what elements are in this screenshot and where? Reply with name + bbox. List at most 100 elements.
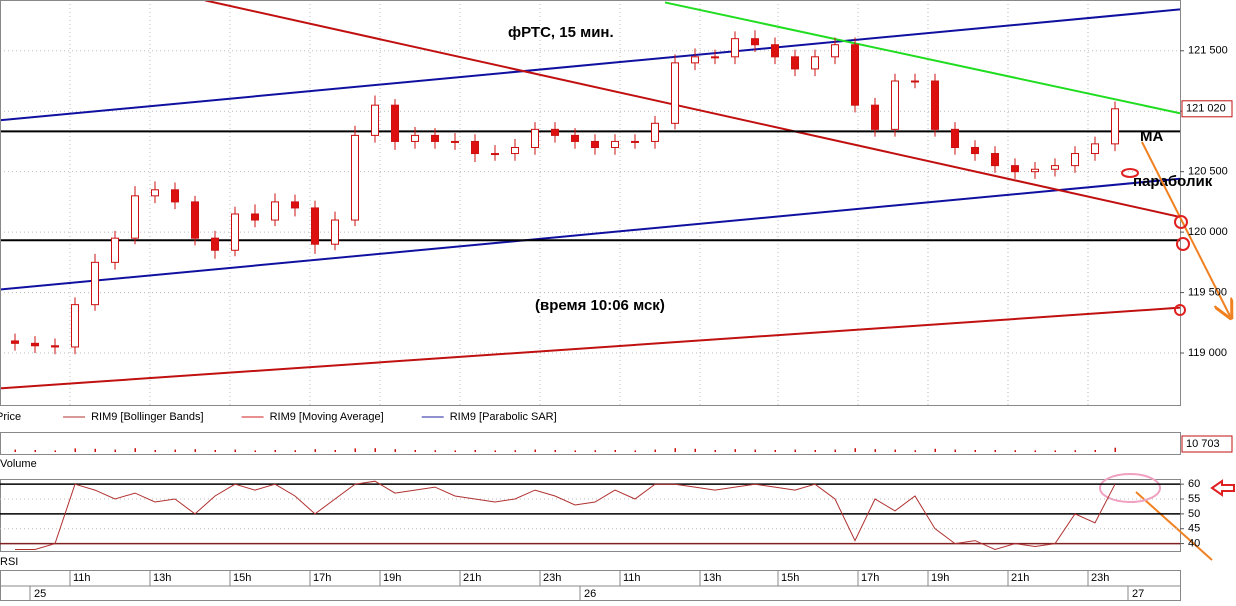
candle-body	[851, 44, 859, 106]
volume-bar	[654, 449, 656, 452]
volume-bar	[1014, 450, 1016, 452]
y-tick-label: 120 500	[1188, 166, 1228, 178]
candle-body	[971, 146, 979, 155]
arrow	[1141, 141, 1230, 316]
volume-bar	[934, 448, 936, 452]
volume-bar	[714, 450, 716, 452]
candle-body	[291, 201, 299, 209]
panel-label: RSI	[0, 556, 18, 568]
candle-body	[91, 261, 99, 306]
volume-bar	[74, 448, 76, 452]
volume-bar	[994, 450, 996, 452]
volume-bar	[194, 449, 196, 452]
y-tick-label: 60	[1188, 478, 1200, 490]
candle-body	[611, 140, 619, 148]
volume-bar	[114, 449, 116, 452]
volume-bar	[154, 450, 156, 452]
candle-body	[111, 237, 119, 263]
volume-bar	[594, 450, 596, 452]
candle-body	[871, 104, 879, 130]
volume-bar	[494, 450, 496, 452]
candle-body	[1031, 168, 1039, 173]
candle-body	[551, 128, 559, 136]
x-tick-label: 13h	[153, 572, 171, 584]
volume-bar	[434, 450, 436, 452]
panel-label: Volume	[0, 458, 37, 470]
volume-bar	[514, 450, 516, 452]
volume-bar	[34, 450, 36, 452]
candle-body	[751, 38, 759, 46]
last-value-label: 10 703	[1186, 438, 1220, 450]
candle-body	[251, 213, 259, 221]
volume-bar	[854, 448, 856, 452]
volume-bar	[1054, 450, 1056, 452]
volume-bar	[674, 448, 676, 452]
volume-bar	[554, 450, 556, 452]
volume-bar	[94, 448, 96, 452]
volume-bar	[534, 449, 536, 452]
candle-body	[791, 56, 799, 70]
volume-bar	[954, 449, 956, 452]
x-tick-label: 25	[34, 588, 46, 600]
candle-body	[211, 237, 219, 251]
candle-body	[1111, 108, 1119, 145]
volume-bar	[174, 449, 176, 452]
candle-body	[711, 56, 719, 59]
volume-bar	[354, 448, 356, 452]
candle-body	[391, 104, 399, 142]
candle-body	[11, 340, 19, 344]
candle-body	[811, 56, 819, 70]
annotation: (время 10:06 мск)	[535, 297, 665, 314]
x-tick-label: 17h	[861, 572, 879, 584]
x-tick-label: 17h	[313, 572, 331, 584]
volume-bar	[294, 450, 296, 452]
candle-body	[31, 342, 39, 347]
volume-bar	[1094, 450, 1096, 452]
candle-body	[951, 128, 959, 148]
candle-body	[691, 56, 699, 64]
candle-body	[731, 38, 739, 58]
volume-frame	[0, 432, 1181, 455]
x-tick-label: 11h	[623, 572, 641, 584]
y-tick-label: 119 000	[1188, 347, 1227, 359]
x-tick-label: 15h	[781, 572, 799, 584]
candle-body	[531, 128, 539, 148]
legend-label: RIM9 [Bollinger Bands]	[91, 411, 204, 423]
candle-body	[491, 153, 499, 156]
candle-body	[1051, 165, 1059, 170]
last-value-box	[1181, 435, 1233, 453]
candle-body	[931, 80, 939, 130]
x-tick-label: 26	[584, 588, 596, 600]
volume-bar	[974, 450, 976, 452]
x-tick-label: 27	[1132, 588, 1144, 600]
volume-bar	[614, 450, 616, 452]
volume-bar	[454, 450, 456, 452]
legend-label: Price	[0, 411, 21, 423]
volume-bar	[474, 450, 476, 452]
candle-body	[891, 80, 899, 130]
rsi-frame	[0, 479, 1181, 552]
volume-bar	[394, 449, 396, 452]
volume-bar	[914, 450, 916, 452]
candle-body	[171, 189, 179, 203]
trend-line	[0, 306, 1180, 390]
candle-body	[1071, 153, 1079, 167]
candle-body	[831, 44, 839, 58]
circle-marker	[1176, 237, 1190, 251]
trend-line	[0, 177, 1180, 291]
rsi-line	[15, 480, 1116, 551]
volume-bar	[734, 449, 736, 452]
candle-body	[351, 134, 359, 221]
volume-bar	[274, 450, 276, 452]
y-tick-label: 40	[1188, 537, 1200, 549]
markup-annotations	[1099, 141, 1235, 561]
candle-body	[331, 219, 339, 245]
y-tick-label: 120 000	[1188, 226, 1228, 238]
volume-bar	[1074, 450, 1076, 452]
x-tick-label: 11h	[73, 572, 91, 584]
y-tick-label: 45	[1188, 523, 1200, 535]
candle-body	[671, 62, 679, 124]
candle-body	[191, 201, 199, 239]
candle-body	[591, 140, 599, 148]
